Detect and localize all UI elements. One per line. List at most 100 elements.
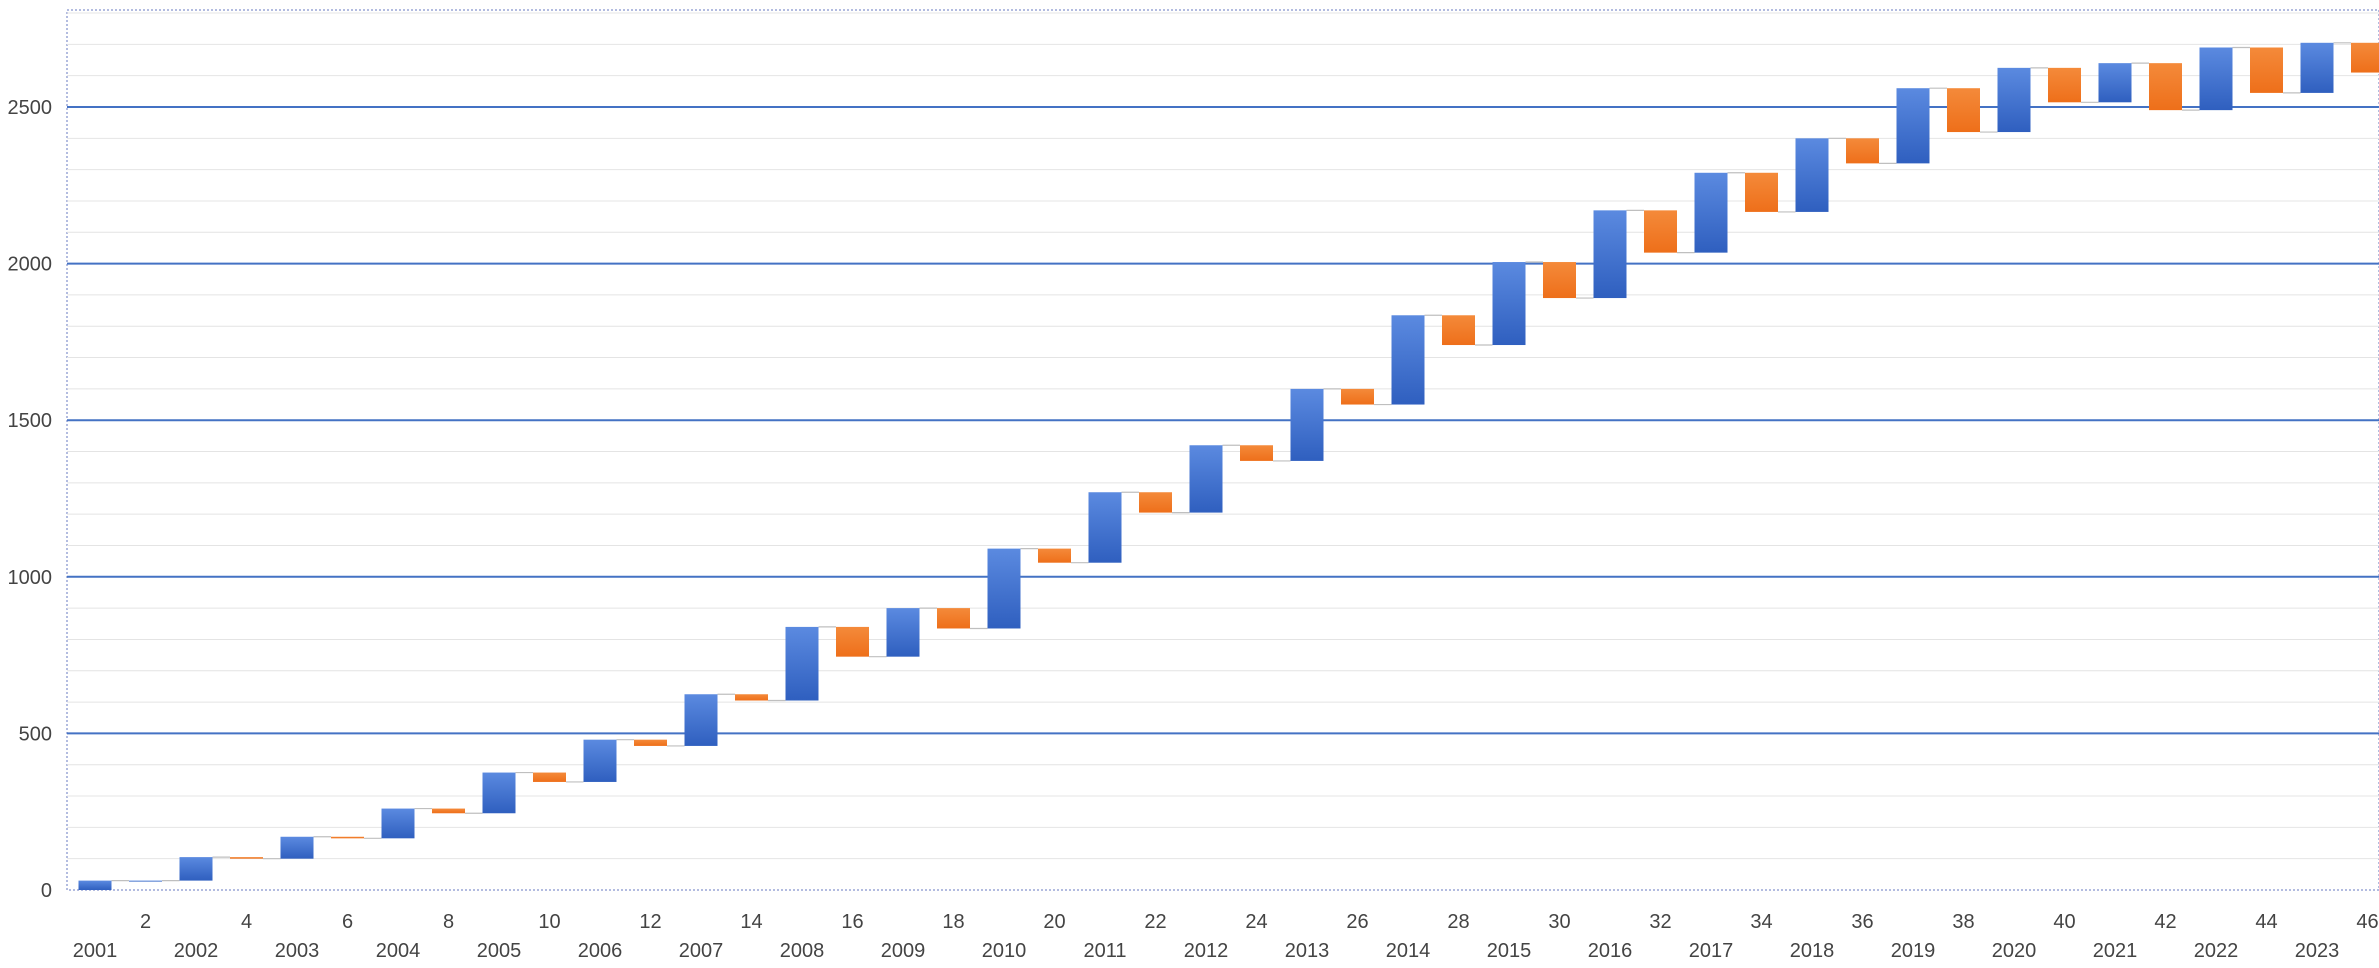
decrease-bar [1038,549,1071,563]
x-tick-label: 12 [639,911,661,933]
decrease-bar [2048,68,2081,102]
increase-bar [382,809,415,839]
y-tick-label: 2500 [8,97,53,119]
x-tick-label: 36 [1851,911,1873,933]
increase-bar [1493,262,1526,345]
decrease-bar [735,694,768,700]
decrease-bar [1240,445,1273,461]
year-label: 2013 [1285,940,1330,962]
increase-bar [887,608,920,657]
increase-bar [1190,445,1223,512]
decrease-bar [2149,63,2182,110]
x-tick-label: 20 [1043,911,1065,933]
y-tick-label: 1500 [8,410,53,432]
y-tick-label: 500 [19,723,52,745]
plot-border [67,10,2379,890]
decrease-bar [230,857,263,859]
decrease-bar [331,837,364,839]
decrease-bar [634,740,667,746]
year-label: 2017 [1689,940,1734,962]
increase-bar [1089,492,1122,562]
decrease-bar [533,773,566,782]
year-label: 2020 [1992,940,2037,962]
x-tick-label: 6 [342,911,353,933]
x-tick-label: 18 [942,911,964,933]
increase-bar [1998,68,2031,132]
year-label: 2006 [578,940,623,962]
decrease-bar [1543,262,1576,298]
decrease-bar [1644,210,1677,252]
year-label: 2023 [2295,940,2340,962]
year-label: 2014 [1386,940,1431,962]
increase-bar [1594,210,1627,298]
increase-bar [2200,47,2233,110]
x-tick-label: 24 [1245,911,1267,933]
x-tick-label: 40 [2053,911,2075,933]
x-tick-label: 46 [2356,911,2378,933]
decrease-bar [1846,138,1879,163]
increase-bar [685,694,718,746]
x-tick-label: 44 [2255,911,2277,933]
year-label: 2021 [2093,940,2138,962]
increase-bar [1695,173,1728,253]
year-label: 2004 [376,940,421,962]
year-label: 2001 [73,940,118,962]
year-label: 2007 [679,940,724,962]
increase-bar [79,881,112,890]
increase-bar [1291,389,1324,461]
x-tick-label: 14 [740,911,762,933]
x-tick-label: 28 [1447,911,1469,933]
increase-bar [2099,63,2132,102]
x-tick-label: 16 [841,911,863,933]
increase-bar [1392,315,1425,404]
x-tick-label: 42 [2154,911,2176,933]
decrease-bar [1139,492,1172,512]
decrease-bar [2351,43,2379,73]
year-label: 2010 [982,940,1027,962]
increase-bar [281,837,314,859]
x-tick-label: 10 [538,911,560,933]
x-tick-label: 22 [1144,911,1166,933]
year-label: 2002 [174,940,219,962]
x-tick-label: 38 [1952,911,1974,933]
x-tick-label: 34 [1750,911,1772,933]
y-tick-label: 0 [41,880,52,902]
x-tick-label: 30 [1548,911,1570,933]
increase-bar [483,773,516,814]
year-label: 2003 [275,940,320,962]
year-label: 2009 [881,940,926,962]
decrease-bar [937,608,970,628]
year-label: 2011 [1083,940,1126,962]
x-tick-label: 26 [1346,911,1368,933]
decrease-bar [836,627,869,657]
year-label: 2022 [2194,940,2239,962]
increase-bar [1897,88,1930,163]
y-tick-label: 1000 [8,567,53,589]
decrease-bar [2250,47,2283,92]
x-tick-label: 32 [1649,911,1671,933]
year-label: 2008 [780,940,825,962]
increase-bar [129,881,162,882]
decrease-bar [1745,173,1778,212]
y-tick-label: 2000 [8,254,53,276]
year-label: 2016 [1588,940,1633,962]
increase-bar [180,857,213,880]
x-tick-label: 4 [241,911,252,933]
year-label: 2012 [1184,940,1229,962]
year-label: 2018 [1790,940,1835,962]
increase-bar [988,549,1021,629]
increase-bar [786,627,819,701]
increase-bar [2301,43,2334,93]
decrease-bar [1947,88,1980,132]
year-label: 2019 [1891,940,1936,962]
decrease-bar [1442,315,1475,345]
decrease-bar [432,809,465,814]
increase-bar [584,740,617,782]
decrease-bar [1341,389,1374,405]
increase-bar [1796,138,1829,212]
minor-gridlines [67,13,2379,859]
